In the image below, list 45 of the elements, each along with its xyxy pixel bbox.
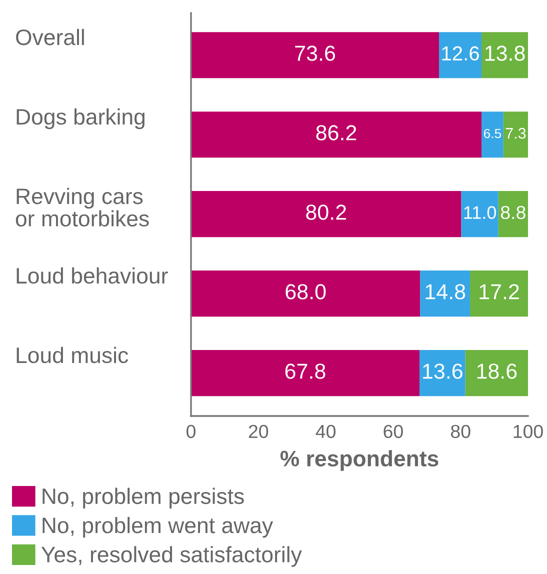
data-label: 17.2 bbox=[480, 284, 519, 300]
legend-label: Yes, resolved satisfactorily bbox=[41, 546, 302, 567]
bar bbox=[470, 270, 528, 317]
y-tick-label: Overall bbox=[16, 28, 84, 46]
data-label: 86.2 bbox=[316, 125, 356, 140]
x-axis-title: % respondents bbox=[280, 450, 438, 471]
data-label: 67.8 bbox=[285, 364, 326, 379]
data-label: 6.5 bbox=[484, 128, 502, 138]
y-tick-label: Dogs barking bbox=[16, 108, 145, 130]
x-tick-label: 60 bbox=[384, 424, 403, 438]
bar bbox=[439, 32, 482, 78]
data-label: 68.0 bbox=[286, 284, 326, 300]
x-tick-label: 0 bbox=[186, 424, 196, 438]
data-label: 14.8 bbox=[426, 284, 466, 300]
x-tick-label: 100 bbox=[514, 424, 543, 438]
data-label: 7.3 bbox=[506, 128, 526, 139]
bar bbox=[191, 270, 420, 317]
bar bbox=[191, 112, 482, 158]
bar bbox=[503, 112, 528, 158]
data-label: 73.6 bbox=[295, 46, 336, 61]
bar bbox=[481, 112, 504, 158]
x-tick-label: 80 bbox=[450, 424, 470, 438]
bar bbox=[465, 350, 528, 396]
bar bbox=[498, 191, 528, 238]
bar bbox=[191, 350, 420, 396]
bar bbox=[191, 191, 462, 238]
x-tick-label: 40 bbox=[316, 424, 336, 438]
data-label: 11.0 bbox=[464, 206, 496, 219]
y-tick-label: Loud behaviour bbox=[16, 267, 168, 284]
legend-label: No, problem went away bbox=[42, 516, 274, 538]
y-tick-label: Loud music bbox=[16, 346, 128, 364]
data-label: 13.6 bbox=[423, 364, 462, 379]
legend-label: No, problem persists bbox=[42, 488, 244, 508]
bar bbox=[191, 32, 440, 78]
data-label: 18.6 bbox=[477, 364, 517, 379]
bar bbox=[419, 350, 466, 396]
x-tick-label: 20 bbox=[248, 424, 268, 438]
bar bbox=[420, 270, 470, 317]
data-label: 12.6 bbox=[442, 46, 479, 61]
y-tick-label: Revving cars or motorbikes bbox=[16, 188, 149, 227]
bar bbox=[481, 32, 528, 78]
data-label: 8.8 bbox=[500, 206, 526, 220]
bar bbox=[461, 191, 498, 238]
data-label: 80.2 bbox=[306, 204, 346, 220]
data-label: 13.8 bbox=[485, 46, 525, 61]
